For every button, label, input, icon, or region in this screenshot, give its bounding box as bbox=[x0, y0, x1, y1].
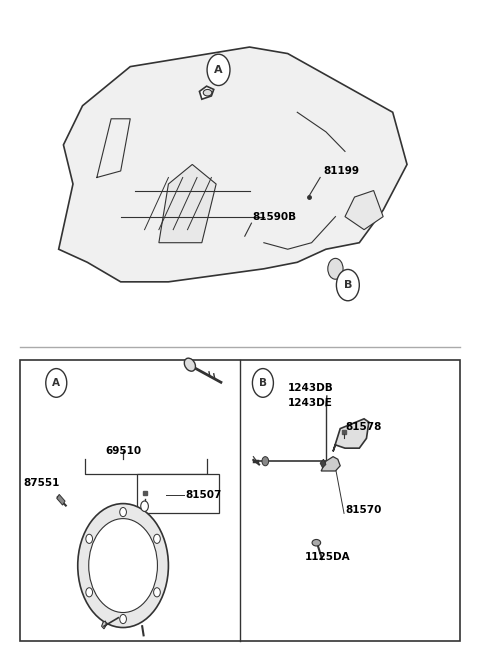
Text: 81507: 81507 bbox=[185, 490, 221, 500]
Polygon shape bbox=[159, 164, 216, 243]
Polygon shape bbox=[321, 457, 340, 471]
Text: 1125DA: 1125DA bbox=[304, 552, 350, 562]
Text: 87551: 87551 bbox=[24, 477, 60, 488]
Ellipse shape bbox=[184, 358, 195, 371]
Polygon shape bbox=[345, 191, 383, 230]
Text: 1243DE: 1243DE bbox=[288, 398, 333, 407]
Text: B: B bbox=[344, 280, 352, 290]
FancyBboxPatch shape bbox=[137, 474, 218, 514]
Text: B: B bbox=[259, 378, 267, 388]
Polygon shape bbox=[320, 459, 326, 468]
Text: 81590B: 81590B bbox=[252, 212, 296, 221]
Polygon shape bbox=[102, 621, 107, 629]
Circle shape bbox=[262, 457, 269, 466]
Text: 81570: 81570 bbox=[345, 505, 382, 515]
Circle shape bbox=[46, 369, 67, 398]
Ellipse shape bbox=[312, 540, 321, 546]
Circle shape bbox=[120, 508, 126, 517]
Text: 1243DB: 1243DB bbox=[288, 383, 334, 392]
Circle shape bbox=[86, 534, 93, 544]
Circle shape bbox=[154, 588, 160, 597]
Circle shape bbox=[120, 614, 126, 624]
Polygon shape bbox=[59, 47, 407, 282]
Polygon shape bbox=[333, 419, 369, 451]
Circle shape bbox=[78, 504, 168, 627]
Text: A: A bbox=[52, 378, 60, 388]
Text: 81578: 81578 bbox=[345, 422, 382, 432]
Ellipse shape bbox=[203, 90, 212, 96]
Circle shape bbox=[328, 258, 343, 279]
Circle shape bbox=[141, 501, 148, 512]
Circle shape bbox=[86, 588, 93, 597]
Circle shape bbox=[154, 534, 160, 544]
Bar bbox=[57, 495, 65, 505]
Circle shape bbox=[336, 269, 360, 301]
Circle shape bbox=[252, 369, 274, 398]
Text: 69510: 69510 bbox=[105, 447, 141, 457]
Circle shape bbox=[89, 519, 157, 612]
Text: A: A bbox=[214, 65, 223, 75]
FancyBboxPatch shape bbox=[21, 360, 459, 641]
Text: 81199: 81199 bbox=[324, 166, 360, 176]
Circle shape bbox=[207, 54, 230, 86]
Polygon shape bbox=[199, 86, 214, 99]
